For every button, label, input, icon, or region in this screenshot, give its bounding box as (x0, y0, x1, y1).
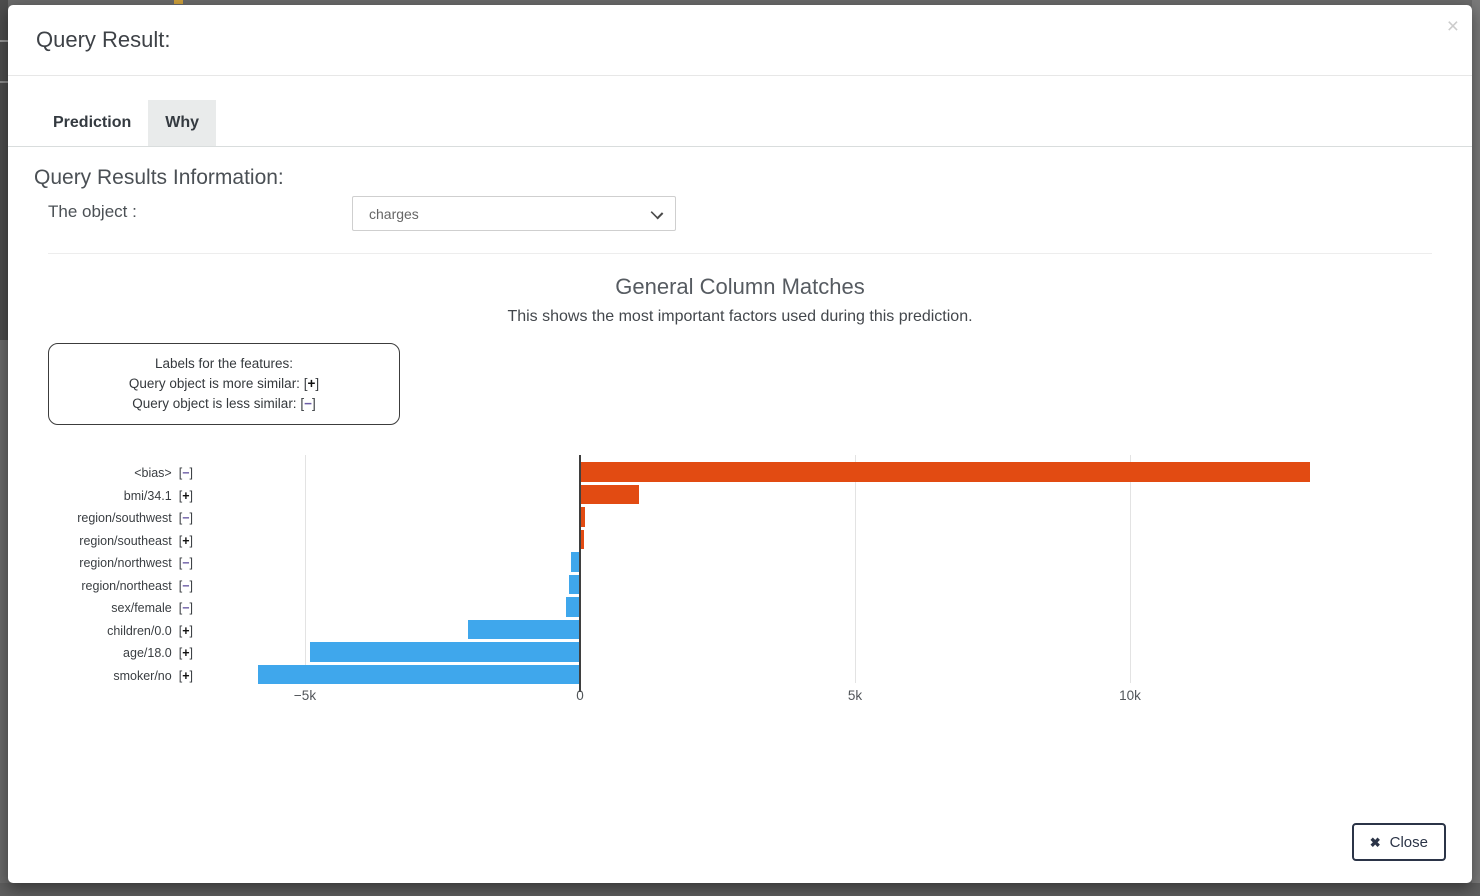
chart-row-label: age/18.0 [+] (123, 646, 193, 661)
chart-bar (257, 664, 580, 685)
chart-row-label: children/0.0 [+] (107, 623, 193, 638)
tab-bar: Prediction Why (8, 100, 1472, 147)
x-tick-label: −5k (293, 688, 317, 703)
chart-bar (580, 462, 1310, 482)
gridline (855, 455, 856, 683)
chart-bar (566, 597, 580, 617)
chart-row-label: region/northwest [−] (79, 556, 193, 571)
object-select[interactable]: charges (352, 196, 676, 231)
legend-line: Query object is less similar: [−] (132, 396, 316, 411)
backdrop-detail (174, 0, 183, 4)
chart-subtitle: This shows the most important factors us… (507, 308, 973, 325)
backdrop-detail (0, 40, 8, 42)
gridline (1130, 455, 1131, 683)
object-label: The object : (48, 202, 137, 221)
chart-row-label: bmi/34.1 [+] (123, 488, 193, 503)
chart-bar (309, 642, 580, 662)
legend-box: Labels for the features: Query object is … (48, 343, 400, 425)
chart-row-label: region/southwest [−] (77, 511, 193, 526)
chart-row-label: <bias> [−] (134, 466, 193, 480)
tab-why[interactable]: Why (148, 100, 217, 146)
chart-row-label: region/southeast [+] (79, 533, 193, 548)
section-divider (48, 253, 1432, 254)
close-button[interactable]: ✖ Close (1351, 823, 1446, 861)
tab-prediction[interactable]: Prediction (53, 114, 132, 131)
legend-line: Labels for the features: (154, 356, 294, 371)
chart-bar (569, 574, 580, 595)
x-tick-label: 0 (576, 688, 584, 703)
query-result-modal: Query Result: × Prediction Why Query Resu… (8, 5, 1472, 883)
query-results-heading: Query Results Information: (34, 166, 284, 189)
gridline (305, 455, 306, 683)
legend-line: Query object is more similar: [+] (128, 376, 320, 391)
chart-bar (580, 529, 584, 550)
backdrop-detail (0, 81, 8, 83)
header-divider (8, 75, 1472, 76)
chart-bar (580, 507, 585, 527)
chart-bar (570, 552, 580, 572)
backdrop-right-edge (1472, 0, 1480, 896)
modal-title: Query Result: (36, 27, 171, 52)
chart-title: General Column Matches (615, 274, 865, 299)
chart-row-label: sex/female [−] (111, 601, 193, 616)
object-select-wrap: charges (352, 196, 676, 231)
backdrop-bottom-edge (0, 883, 1480, 896)
chart-plot-area: −5k 0 5k 10k (240, 450, 1460, 715)
x-tick-label: 10k (1119, 688, 1141, 703)
x-tick-label: 5k (847, 688, 863, 703)
close-button-label: Close (1389, 833, 1428, 851)
chart-row-label: region/northeast [−] (81, 578, 193, 593)
close-button-x-icon: ✖ (1369, 834, 1381, 850)
close-icon[interactable]: × (1446, 15, 1459, 38)
chart-row-label: smoker/no [+] (113, 668, 193, 683)
zero-axis-line (579, 455, 581, 692)
backdrop-left-edge (0, 0, 8, 340)
chart-bar (467, 619, 580, 640)
chart-bar (580, 484, 640, 505)
